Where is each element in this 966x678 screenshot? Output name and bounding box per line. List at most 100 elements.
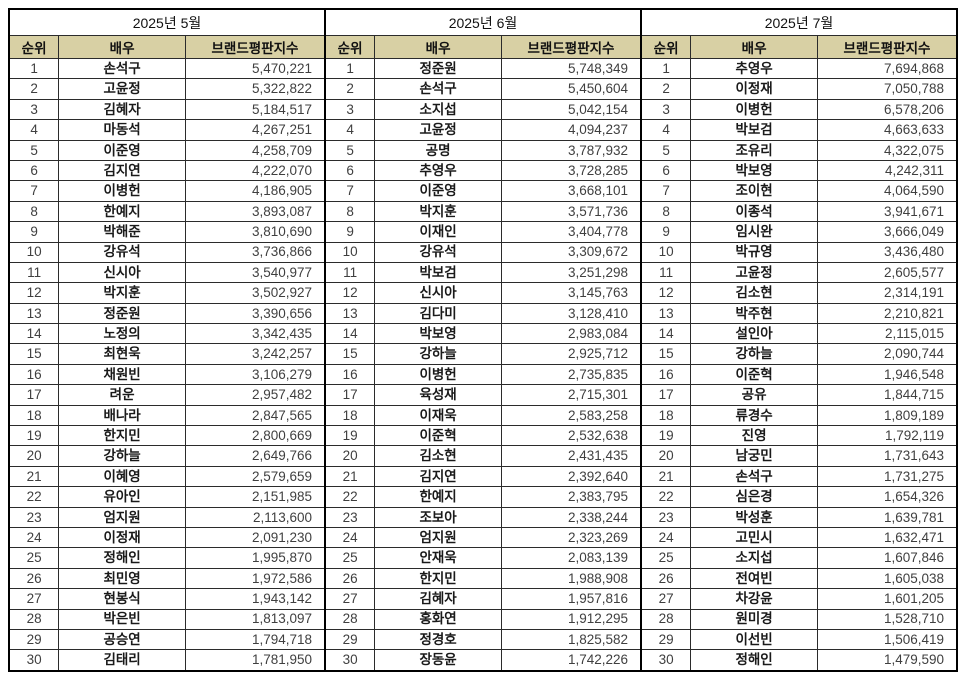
reputation-table: 2025년 5월 순위 배우 브랜드평판지수 1 손석구 5,470,221 2 고윤정… bbox=[8, 8, 958, 672]
actor-cell: 노정의 bbox=[58, 323, 186, 345]
table-row: 9 이재인 3,404,778 bbox=[326, 221, 640, 243]
table-row: 20 강하늘 2,649,766 bbox=[10, 445, 324, 467]
column-header-index: 브랜드평판지수 bbox=[501, 35, 640, 59]
index-cell: 3,787,932 bbox=[501, 139, 640, 161]
table-row: 18 이재욱 2,583,258 bbox=[326, 404, 640, 427]
actor-cell: 조이현 bbox=[690, 180, 818, 202]
table-row: 28 박은빈 1,813,097 bbox=[10, 608, 324, 630]
actor-cell: 박보검 bbox=[374, 261, 502, 284]
index-cell: 2,113,600 bbox=[185, 506, 324, 528]
index-cell: 3,941,671 bbox=[817, 200, 956, 223]
rank-cell: 18 bbox=[326, 404, 376, 427]
rank-cell: 3 bbox=[326, 98, 376, 121]
rank-cell: 19 bbox=[326, 425, 376, 447]
index-cell: 1,607,846 bbox=[817, 547, 956, 569]
rank-cell: 11 bbox=[326, 261, 376, 284]
index-cell: 1,943,142 bbox=[185, 588, 324, 610]
rank-cell: 1 bbox=[642, 57, 692, 80]
rank-cell: 22 bbox=[642, 486, 692, 508]
index-cell: 2,800,669 bbox=[185, 425, 324, 447]
table-row: 19 한지민 2,800,669 bbox=[10, 425, 324, 447]
index-cell: 4,064,590 bbox=[817, 180, 956, 202]
table-row: 10 강유석 3,309,672 bbox=[326, 241, 640, 263]
rank-cell: 20 bbox=[10, 445, 60, 467]
table-row: 22 한예지 2,383,795 bbox=[326, 486, 640, 508]
table-row: 19 이준혁 2,532,638 bbox=[326, 425, 640, 447]
index-cell: 3,666,049 bbox=[817, 221, 956, 243]
rank-cell: 18 bbox=[10, 404, 60, 427]
table-row: 30 장동윤 1,742,226 bbox=[326, 649, 640, 670]
index-cell: 1,506,419 bbox=[817, 628, 956, 651]
month-table: 2025년 7월 순위 배우 브랜드평판지수 1 추영우 7,694,868 2 이정재… bbox=[642, 10, 956, 670]
index-cell: 7,694,868 bbox=[817, 57, 956, 80]
actor-cell: 이병헌 bbox=[374, 363, 502, 386]
actor-cell: 전여빈 bbox=[690, 567, 818, 590]
table-row: 18 배나라 2,847,565 bbox=[10, 404, 324, 427]
table-row: 21 김지연 2,392,640 bbox=[326, 465, 640, 488]
index-cell: 5,322,822 bbox=[185, 78, 324, 100]
actor-cell: 공승연 bbox=[58, 628, 186, 651]
table-row: 30 정해인 1,479,590 bbox=[642, 649, 956, 670]
table-row: 22 유아인 2,151,985 bbox=[10, 486, 324, 508]
index-cell: 3,810,690 bbox=[185, 221, 324, 243]
index-cell: 2,715,301 bbox=[501, 384, 640, 406]
table-row: 11 고윤정 2,605,577 bbox=[642, 261, 956, 284]
index-cell: 2,583,258 bbox=[501, 404, 640, 427]
index-cell: 1,742,226 bbox=[501, 649, 640, 670]
table-row: 14 설인아 2,115,015 bbox=[642, 323, 956, 345]
column-header-actor: 배우 bbox=[374, 35, 502, 59]
actor-cell: 이재욱 bbox=[374, 404, 502, 427]
actor-cell: 한예지 bbox=[58, 200, 186, 223]
table-row: 12 신시아 3,145,763 bbox=[326, 282, 640, 304]
month-table: 2025년 6월 순위 배우 브랜드평판지수 1 정준원 5,748,349 2 손석구… bbox=[326, 10, 640, 670]
actor-cell: 이재인 bbox=[374, 221, 502, 243]
table-row: 10 박규영 3,436,480 bbox=[642, 241, 956, 263]
index-cell: 5,042,154 bbox=[501, 98, 640, 121]
table-row: 8 이종석 3,941,671 bbox=[642, 200, 956, 223]
month-title: 2025년 5월 bbox=[10, 10, 324, 36]
table-row: 7 조이현 4,064,590 bbox=[642, 180, 956, 202]
index-cell: 2,338,244 bbox=[501, 506, 640, 528]
table-row: 5 공명 3,787,932 bbox=[326, 139, 640, 161]
rank-cell: 27 bbox=[642, 588, 692, 610]
actor-cell: 이종석 bbox=[690, 200, 818, 223]
actor-cell: 조유리 bbox=[690, 139, 818, 161]
actor-cell: 손석구 bbox=[374, 78, 502, 100]
rank-cell: 5 bbox=[642, 139, 692, 161]
rank-cell: 29 bbox=[642, 628, 692, 651]
rank-cell: 15 bbox=[10, 343, 60, 365]
actor-cell: 신시아 bbox=[374, 282, 502, 304]
rank-cell: 25 bbox=[642, 547, 692, 569]
index-cell: 3,404,778 bbox=[501, 221, 640, 243]
index-cell: 2,091,230 bbox=[185, 526, 324, 549]
rank-cell: 3 bbox=[642, 98, 692, 121]
column-header-row: 순위 배우 브랜드평판지수 bbox=[10, 35, 324, 59]
rank-cell: 13 bbox=[642, 302, 692, 325]
actor-cell: 최민영 bbox=[58, 567, 186, 590]
table-row: 30 김태리 1,781,950 bbox=[10, 649, 324, 670]
actor-cell: 공명 bbox=[374, 139, 502, 161]
actor-cell: 원미경 bbox=[690, 608, 818, 630]
index-cell: 4,242,311 bbox=[817, 159, 956, 182]
actor-cell: 고민시 bbox=[690, 526, 818, 549]
index-cell: 2,649,766 bbox=[185, 445, 324, 467]
index-cell: 1,528,710 bbox=[817, 608, 956, 630]
column-header-actor: 배우 bbox=[58, 35, 186, 59]
rank-cell: 13 bbox=[326, 302, 376, 325]
table-row: 15 최현욱 3,242,257 bbox=[10, 343, 324, 365]
table-row: 15 강하늘 2,090,744 bbox=[642, 343, 956, 365]
actor-cell: 홍화연 bbox=[374, 608, 502, 630]
rank-cell: 11 bbox=[642, 261, 692, 284]
month-title-row: 2025년 5월 bbox=[10, 10, 324, 36]
table-row: 16 채원빈 3,106,279 bbox=[10, 363, 324, 386]
actor-cell: 추영우 bbox=[690, 57, 818, 80]
column-header-rank: 순위 bbox=[10, 35, 60, 59]
rank-cell: 30 bbox=[326, 649, 376, 670]
actor-cell: 소지섭 bbox=[690, 547, 818, 569]
rank-cell: 1 bbox=[10, 57, 60, 80]
index-cell: 5,450,604 bbox=[501, 78, 640, 100]
table-row: 17 육성재 2,715,301 bbox=[326, 384, 640, 406]
index-cell: 1,844,715 bbox=[817, 384, 956, 406]
index-cell: 2,532,638 bbox=[501, 425, 640, 447]
month-section: 2025년 7월 순위 배우 브랜드평판지수 1 추영우 7,694,868 2 이정재… bbox=[640, 10, 956, 670]
